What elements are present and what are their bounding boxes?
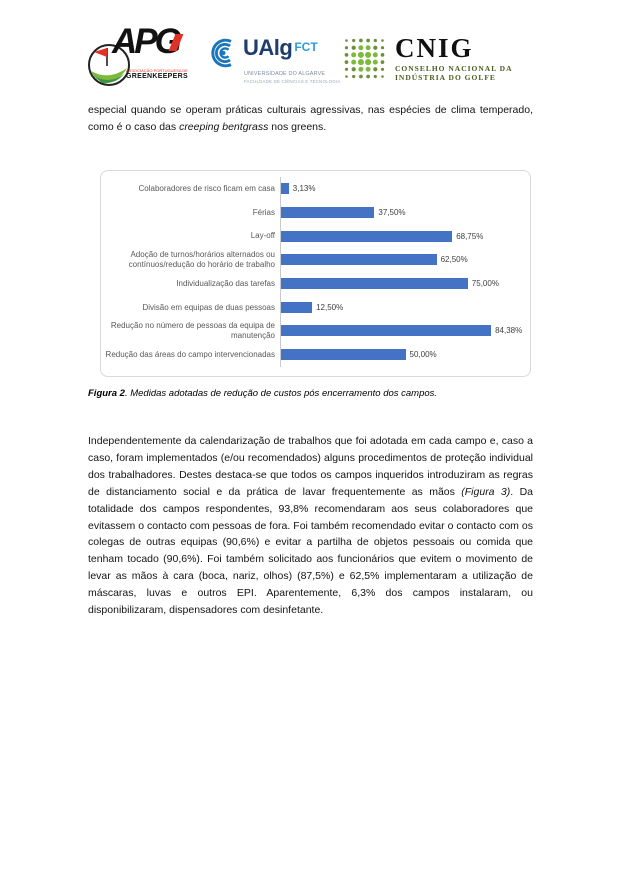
apg-greenkeepers-label: GREENKEEPERS (126, 73, 188, 80)
chart-bar (281, 349, 406, 361)
chart-bar (281, 325, 492, 337)
chart-bar (281, 254, 437, 266)
paragraph-text: . Da totalidade dos campos respondentes,… (88, 485, 533, 617)
chart-category-label: Adoção de turnos/horários alternados ou … (128, 250, 275, 269)
chart-plot-area: 3,13% (280, 177, 530, 201)
chart-category-label: Divisão em equipas de duas pessoas (142, 302, 275, 312)
cnig-logo: CNIG CONSELHO NACIONAL DA INDÚSTRIA DO G… (342, 28, 513, 82)
chart-category-label: Lay-off (250, 231, 275, 241)
chart-bar (281, 301, 313, 313)
ualg-university-name: UNIVERSIDADE DO ALGARVE (244, 71, 326, 77)
ualg-fct-logo: UAlg FCT UNIVERSIDADE DO ALGARVE FACULDA… (210, 28, 341, 88)
chart-row: Redução das áreas do campo intervenciona… (101, 342, 530, 367)
ualg-faculty-name: FACULDADE DE CIÊNCIAS E TECNOLOGIA (244, 78, 341, 84)
chart-bar (281, 278, 468, 290)
figure-label: Figura 2 (88, 388, 125, 399)
paragraph-intro: especial quando se operam práticas cultu… (88, 102, 533, 136)
chart-row: Férias 37,50% (101, 200, 530, 225)
paragraph-text: Independentemente da calendarização de t… (88, 435, 533, 498)
chart-value-label: 62,50% (440, 255, 468, 265)
cnig-subtitle-line1: CONSELHO NACIONAL DA (395, 63, 513, 73)
chart-value-label: 37,50% (378, 208, 406, 218)
chart-plot-area: 12,50% (280, 295, 530, 320)
chart-value-label: 50,00% (409, 350, 437, 360)
paragraph-text: especial quando se operam práticas cultu… (88, 104, 533, 133)
chart-category-label: Individualização das tarefas (176, 278, 275, 288)
ualg-acronym: UAlg (243, 35, 293, 60)
chart-row: Redução no número de pessoas da equipa d… (101, 319, 530, 343)
fct-label: FCT (294, 40, 318, 54)
chart-value-label: 3,13% (292, 184, 316, 194)
apg-subtitle: ASSOCIAÇÃO PORTUGUESA DE (126, 68, 188, 73)
chart-row: Individualização das tarefas 75,00% (101, 271, 530, 296)
chart-plot-area: 68,75% (280, 224, 530, 249)
apg-globe-golf-icon (88, 44, 130, 86)
chart-category-label: Redução das áreas do campo intervenciona… (105, 349, 275, 359)
chart-row: Adoção de turnos/horários alternados ou … (101, 248, 530, 272)
italic-term: creeping bentgrass (179, 120, 269, 133)
chart-bar (281, 183, 289, 195)
cnig-acronym: CNIG (395, 33, 474, 63)
chart-bar (281, 207, 375, 219)
apg-acronym: APG (112, 22, 182, 61)
figure-2-bar-chart: Colaboradores de risco ficam em casa 3,13… (100, 170, 531, 377)
paragraph-text: nos greens. (268, 120, 327, 133)
figure-3-reference: (Figura 3) (461, 485, 511, 498)
chart-category-label: Férias (252, 207, 275, 217)
chart-bar (281, 230, 453, 242)
paragraph-main: Independentemente da calendarização de t… (88, 433, 533, 619)
chart-plot-area: 37,50% (280, 200, 530, 225)
chart-rows: Colaboradores de risco ficam em casa 3,13… (101, 177, 530, 367)
chart-value-label: 12,50% (316, 302, 344, 312)
chart-plot-area: 84,38% (280, 319, 530, 343)
figure-2-caption: Figura 2. Medidas adotadas de redução de… (88, 388, 533, 399)
cnig-subtitle-line2: INDÚSTRIA DO GOLFE (395, 73, 496, 83)
chart-category-label: Redução no número de pessoas da equipa d… (110, 321, 275, 340)
cnig-dotted-globe-icon (344, 38, 385, 79)
chart-value-label: 75,00% (471, 279, 499, 289)
chart-row: Divisão em equipas de duas pessoas 12,50% (101, 295, 530, 320)
chart-plot-area: 50,00% (280, 342, 530, 367)
chart-value-label: 68,75% (456, 231, 484, 241)
apg-logo: APG ASSOCIAÇÃO PORTUGUESA DE GREENKEEPER… (86, 24, 194, 88)
logo-header: APG ASSOCIAÇÃO PORTUGUESA DE GREENKEEPER… (86, 24, 513, 88)
chart-row: Colaboradores de risco ficam em casa 3,13… (101, 177, 530, 201)
chart-row: Lay-off 68,75% (101, 224, 530, 249)
ualg-spiral-icon (211, 38, 232, 68)
chart-plot-area: 62,50% (280, 248, 530, 272)
chart-value-label: 84,38% (495, 326, 523, 336)
figure-caption-text: . Medidas adotadas de redução de custos … (124, 388, 438, 399)
chart-plot-area: 75,00% (280, 271, 530, 296)
chart-category-label: Colaboradores de risco ficam em casa (138, 184, 275, 194)
